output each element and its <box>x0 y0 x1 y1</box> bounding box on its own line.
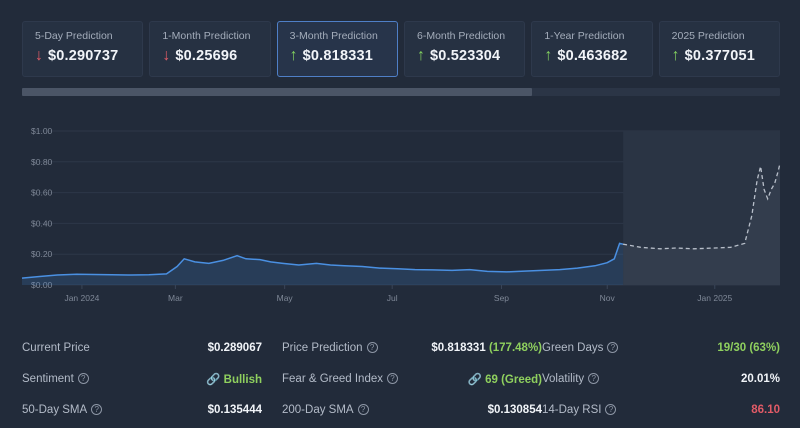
prediction-card-2025[interactable]: 2025 Prediction ↑ $0.377051 <box>658 21 780 77</box>
help-icon[interactable]: ? <box>77 373 89 384</box>
arrow-up-icon: ↑ <box>289 47 298 64</box>
prediction-card-1-month[interactable]: 1-Month Prediction ↓ $0.25696 <box>149 21 271 77</box>
help-icon[interactable]: ? <box>357 404 369 415</box>
prediction-card-3-month[interactable]: 3-Month Prediction ↑ $0.818331 <box>276 21 398 77</box>
link-icon: 🔗 <box>467 373 483 386</box>
stat-label: Green Days <box>542 341 604 354</box>
stat-value: 19/30 (63%) <box>717 341 780 354</box>
help-icon[interactable]: ? <box>387 373 398 384</box>
card-label: 1-Month Prediction <box>162 30 251 42</box>
card-value: $0.463682 <box>557 48 628 64</box>
stat-label: Current Price <box>22 341 90 354</box>
stat-green-days: Green Days? 19/30 (63%) <box>542 332 780 363</box>
arrow-up-icon: ↑ <box>416 47 425 64</box>
stats-row: Current Price $0.289067 Price Prediction… <box>22 332 780 363</box>
prediction-cards: 5-Day Prediction ↓ $0.290737 1-Month Pre… <box>22 21 780 77</box>
stat-50-day-sma: 50-Day SMA? $0.135444 <box>22 394 262 425</box>
price-chart: $1.00 $0.80 $0.60 $0.40 $0.20 $0.00 Jan 2024 Ma… <box>21 126 781 303</box>
link-icon: 🔗 <box>206 373 221 386</box>
prediction-card-6-month[interactable]: 6-Month Prediction ↑ $0.523304 <box>403 21 526 77</box>
y-tick-label: $1.00 <box>31 126 53 136</box>
stat-label: 14-Day RSI <box>542 403 602 416</box>
stat-value: 20.01% <box>740 372 780 385</box>
x-tick-label: Jul <box>387 293 398 303</box>
price-line <box>21 242 624 279</box>
card-value: $0.377051 <box>684 48 755 64</box>
stat-label: Volatility <box>542 372 585 385</box>
card-label: 5-Day Prediction <box>35 30 113 42</box>
stat-value: $0.130854 <box>487 403 542 416</box>
stat-change-percent: (177.48%) <box>488 341 542 354</box>
stat-price-prediction: Price Prediction? $0.818331 (177.48%) <box>282 332 542 363</box>
stat-value: $0.135444 <box>207 403 262 416</box>
stat-label: 200-Day SMA <box>282 403 354 416</box>
help-icon[interactable]: ? <box>588 373 600 384</box>
y-tick-label: $0.20 <box>31 249 53 259</box>
x-tick-label: Nov <box>600 293 616 303</box>
prediction-card-5-day[interactable]: 5-Day Prediction ↓ $0.290737 <box>22 21 144 77</box>
y-tick-label: $0.00 <box>31 280 53 290</box>
x-tick-label: May <box>277 293 294 303</box>
help-icon[interactable]: ? <box>607 342 619 353</box>
stat-sentiment: Sentiment? 🔗 Bullish <box>22 363 262 394</box>
x-tick-label: Jan 2024 <box>64 293 99 303</box>
stats-row: 50-Day SMA? $0.135444 200-Day SMA? $0.13… <box>22 394 780 425</box>
card-label: 6-Month Prediction <box>416 30 506 42</box>
help-icon[interactable]: ? <box>366 342 378 353</box>
stat-value: Bullish <box>223 373 262 386</box>
cards-scrollbar[interactable] <box>22 88 780 96</box>
scrollbar-thumb[interactable] <box>22 88 532 96</box>
stat-value: 69 (Greed) <box>485 373 542 386</box>
card-value: $0.25696 <box>175 48 238 64</box>
stat-label: Price Prediction <box>282 341 363 354</box>
stat-label: Fear & Greed Index <box>282 372 383 385</box>
x-tick-label: Mar <box>168 293 183 303</box>
stat-label: 50-Day SMA <box>22 403 88 416</box>
forecast-line <box>622 163 781 250</box>
stat-volatility: Volatility? 20.01% <box>542 363 780 394</box>
x-tick-label: Sep <box>494 293 509 303</box>
stat-current-price: Current Price $0.289067 <box>22 332 262 363</box>
stats-row: Sentiment? 🔗 Bullish Fear & Greed Index? … <box>22 363 780 394</box>
help-icon[interactable]: ? <box>605 404 617 415</box>
card-value: $0.818331 <box>302 48 373 64</box>
stat-value: $0.818331 <box>431 341 486 354</box>
stat-value: $0.289067 <box>207 341 262 354</box>
forecast-region <box>623 131 780 285</box>
stat-fear-greed: Fear & Greed Index? 🔗 69 (Greed) <box>282 363 542 394</box>
sentiment-link[interactable]: 🔗 Bullish <box>206 372 262 386</box>
stats-table: Current Price $0.289067 Price Prediction… <box>22 332 780 425</box>
stat-200-day-sma: 200-Day SMA? $0.130854 <box>282 394 542 425</box>
arrow-up-icon: ↑ <box>544 47 553 64</box>
y-tick-label: $0.80 <box>31 157 53 167</box>
y-tick-label: $0.40 <box>31 218 53 228</box>
card-value: $0.290737 <box>48 48 119 64</box>
card-label: 2025 Prediction <box>671 30 745 42</box>
arrow-down-icon: ↓ <box>162 47 171 64</box>
card-value: $0.523304 <box>429 48 501 64</box>
stat-value: 86.10 <box>751 403 780 416</box>
stat-14-day-rsi: 14-Day RSI? 86.10 <box>542 394 780 425</box>
help-icon[interactable]: ? <box>91 404 103 415</box>
y-tick-label: $0.60 <box>31 188 53 198</box>
forecast-area <box>623 163 780 285</box>
fear-greed-link[interactable]: 🔗 69 (Greed) <box>468 372 542 386</box>
stat-label: Sentiment <box>22 372 74 385</box>
card-label: 3-Month Prediction <box>289 30 378 42</box>
x-tick-label: Jan 2025 <box>697 293 732 303</box>
card-label: 1-Year Prediction <box>544 30 625 42</box>
arrow-down-icon: ↓ <box>35 47 43 64</box>
arrow-up-icon: ↑ <box>671 47 680 64</box>
prediction-card-1-year[interactable]: 1-Year Prediction ↑ $0.463682 <box>531 21 653 77</box>
